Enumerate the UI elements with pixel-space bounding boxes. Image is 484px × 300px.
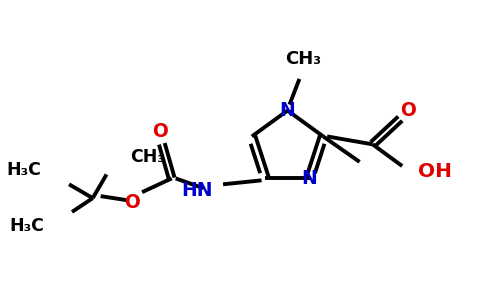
Text: O: O bbox=[400, 101, 416, 120]
Text: O: O bbox=[152, 122, 168, 142]
Text: N: N bbox=[302, 169, 318, 188]
Text: HN: HN bbox=[182, 181, 213, 200]
Text: O: O bbox=[124, 193, 140, 211]
Text: N: N bbox=[280, 101, 295, 120]
Text: H₃C: H₃C bbox=[10, 217, 45, 235]
Text: CH₃: CH₃ bbox=[130, 148, 165, 166]
Text: OH: OH bbox=[418, 163, 452, 182]
Text: H₃C: H₃C bbox=[6, 161, 42, 179]
Text: CH₃: CH₃ bbox=[286, 50, 321, 68]
